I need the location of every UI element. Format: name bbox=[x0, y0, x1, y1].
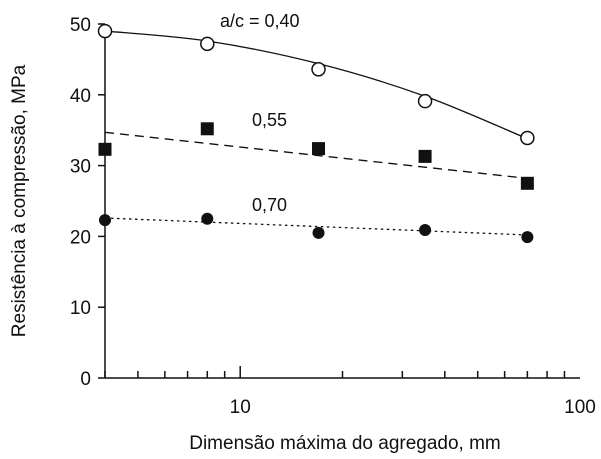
series-line-0 bbox=[104, 30, 528, 140]
series-label-a-c-040: a/c = 0,40 bbox=[220, 11, 300, 31]
point-s0-2 bbox=[311, 62, 326, 77]
point-s0-1 bbox=[200, 36, 215, 52]
point-s2-0 bbox=[99, 214, 111, 227]
point-s0-4 bbox=[520, 130, 535, 146]
x-tick-label-10: 10 bbox=[230, 397, 251, 418]
point-s2-2 bbox=[312, 226, 325, 239]
point-s0-3 bbox=[417, 93, 433, 109]
series-line-1 bbox=[104, 131, 528, 179]
x-tick-label-100: 100 bbox=[564, 397, 596, 418]
point-s1-3 bbox=[418, 149, 432, 163]
point-s1-0 bbox=[98, 142, 112, 156]
point-s2-4 bbox=[521, 231, 534, 244]
series-lines bbox=[104, 30, 528, 236]
point-s0-0 bbox=[97, 23, 113, 39]
data-points bbox=[97, 23, 535, 244]
point-s1-2 bbox=[312, 142, 326, 156]
y-axis-title: Resistência à compressão, MPa bbox=[9, 64, 30, 337]
ticks: 0 10 20 30 40 50 10 100 bbox=[70, 15, 596, 418]
point-s2-1 bbox=[201, 212, 214, 225]
x-axis-title: Dimensão máxima do agregado, mm bbox=[189, 433, 501, 454]
point-s1-1 bbox=[200, 122, 214, 136]
series-label-070: 0,70 bbox=[252, 195, 287, 215]
y-tick-label-30: 30 bbox=[70, 157, 91, 178]
point-s1-4 bbox=[520, 176, 534, 190]
axes bbox=[104, 24, 580, 379]
y-tick-label-10: 10 bbox=[70, 298, 91, 319]
y-tick-label-40: 40 bbox=[70, 86, 91, 107]
series-label-055: 0,55 bbox=[252, 110, 287, 130]
y-tick-label-50: 50 bbox=[70, 15, 91, 36]
y-tick-label-20: 20 bbox=[70, 227, 91, 248]
y-tick-label-0: 0 bbox=[80, 369, 91, 390]
point-s2-3 bbox=[419, 224, 432, 237]
series-line-2 bbox=[104, 217, 528, 236]
